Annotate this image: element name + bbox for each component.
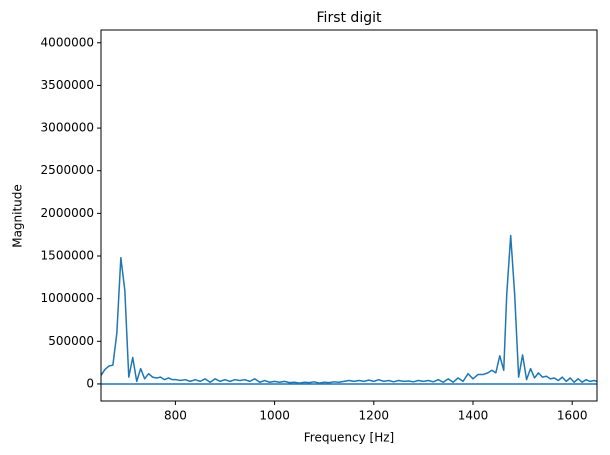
y-tick-label: 2500000 [41, 163, 94, 177]
x-tick-label: 1600 [557, 409, 588, 423]
x-tick-label: 1400 [458, 409, 489, 423]
plot-frame [100, 29, 598, 402]
y-tick-label: 3500000 [41, 78, 94, 92]
y-tick-label: 500000 [48, 334, 94, 348]
y-axis-label: Magnitude [11, 184, 25, 248]
y-tick-label: 1500000 [41, 249, 94, 263]
x-tick-label: 1200 [359, 409, 390, 423]
y-tick-label: 3000000 [41, 121, 94, 135]
x-tick-label: 800 [164, 409, 187, 423]
y-tick-label: 4000000 [41, 35, 94, 49]
y-tick-label: 2000000 [41, 206, 94, 220]
y-tick-label: 1000000 [41, 291, 94, 305]
x-axis-label: Frequency [Hz] [304, 431, 395, 445]
x-tick-label: 1000 [259, 409, 290, 423]
chart-title: First digit [317, 10, 382, 26]
y-tick-label: 0 [86, 376, 94, 390]
data-line [101, 234, 597, 385]
